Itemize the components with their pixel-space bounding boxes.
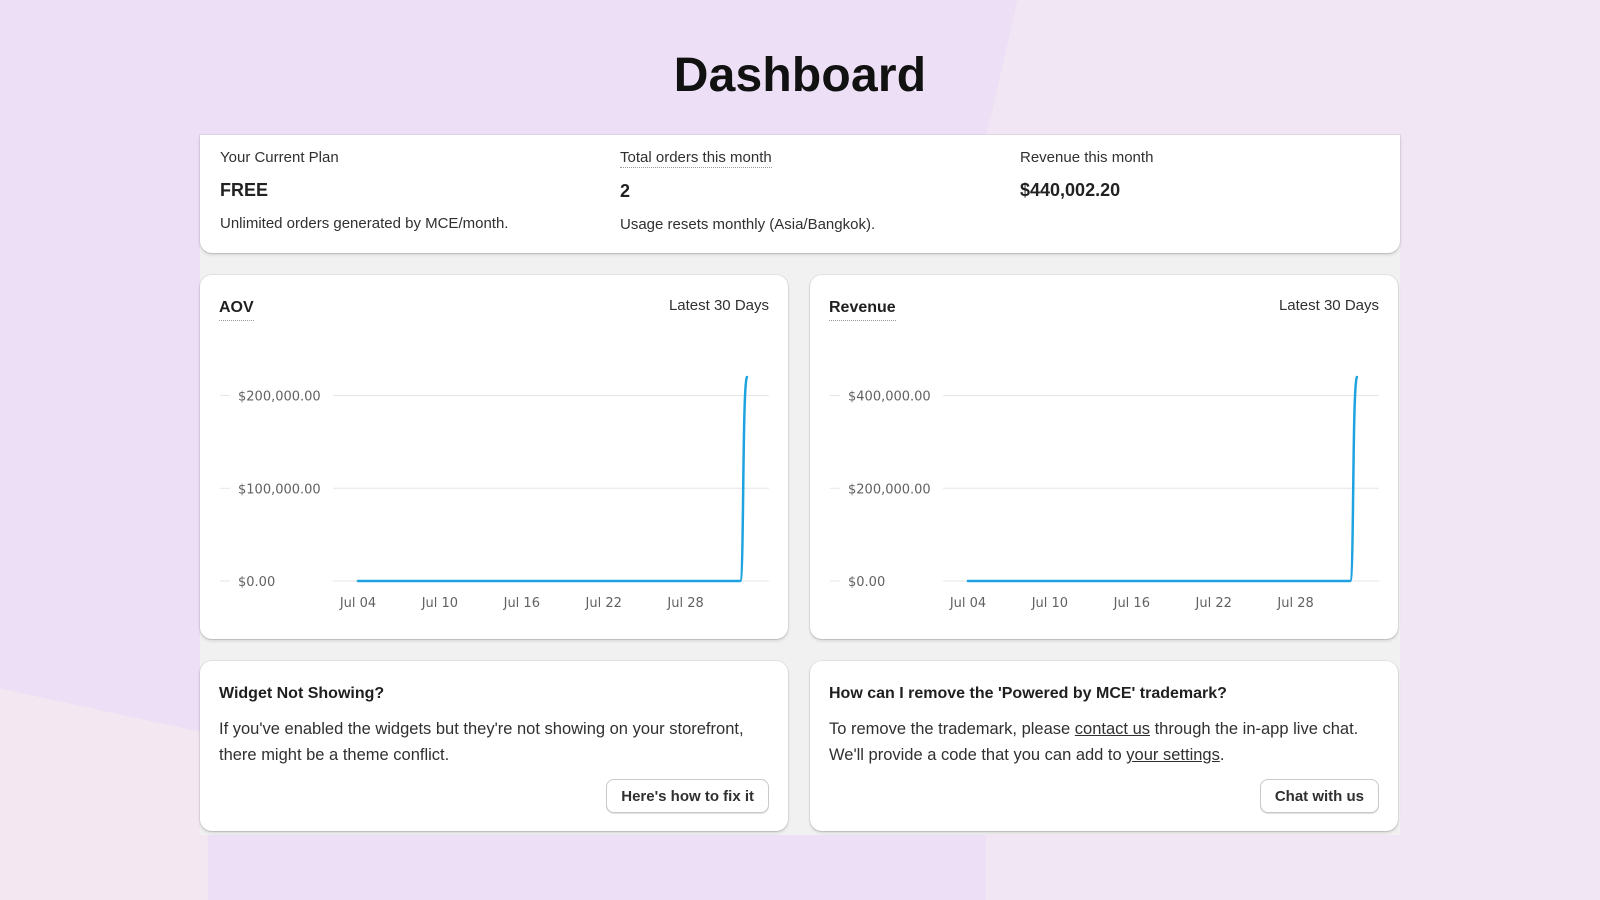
x-tick-label: Jul 28	[1276, 596, 1313, 611]
y-tick-label: $0.00	[238, 575, 275, 590]
revenue-label: Revenue this month	[1020, 149, 1154, 166]
x-tick-label: Jul 28	[666, 596, 703, 611]
trademark-help-body: To remove the trademark, please contact …	[829, 716, 1379, 768]
revenue-chart-range: Latest 30 Days	[1278, 297, 1379, 314]
current-plan-value: FREE	[220, 180, 269, 200]
current-plan-label: Your Current Plan	[220, 149, 339, 166]
trademark-help-card: How can I remove the 'Powered by MCE' tr…	[810, 661, 1398, 831]
x-tick-label: Jul 10	[1031, 596, 1068, 611]
your-settings-link[interactable]: your settings	[1126, 746, 1220, 764]
x-tick-label: Jul 04	[339, 596, 376, 611]
y-tick-label: $200,000.00	[238, 390, 321, 405]
series-line	[966, 375, 1359, 583]
x-tick-label: Jul 22	[585, 596, 622, 611]
total-orders-note: Usage resets monthly (Asia/Bangkok).	[620, 216, 876, 233]
stats-card: Your Current Plan FREE Unlimited orders …	[200, 135, 1400, 253]
series-line	[356, 375, 749, 583]
aov-chart-range: Latest 30 Days	[668, 297, 769, 314]
revenue-chart-title[interactable]: Revenue	[829, 299, 896, 321]
current-plan-note: Unlimited orders generated by MCE/month.	[220, 215, 509, 232]
trademark-help-title: How can I remove the 'Powered by MCE' tr…	[829, 685, 1227, 702]
dashboard-panel: Your Current Plan FREE Unlimited orders …	[200, 135, 1400, 835]
y-tick-label: $200,000.00	[848, 482, 931, 497]
contact-us-link[interactable]: contact us	[1074, 720, 1151, 738]
widget-help-title: Widget Not Showing?	[219, 685, 385, 702]
widget-help-card: Widget Not Showing? If you've enabled th…	[200, 661, 788, 831]
page-title: Dashboard	[673, 49, 927, 102]
trademark-body-text-3: .	[1219, 746, 1225, 764]
widget-help-body: If you've enabled the widgets but they'r…	[219, 720, 744, 764]
aov-line-chart: $200,000.00 $100,000.00 $0.00 Jul 04 Jul 10 J…	[220, 375, 769, 611]
x-tick-label: Jul 16	[1113, 596, 1150, 611]
x-tick-label: Jul 16	[503, 596, 540, 611]
revenue-value: $440,002.20	[1020, 180, 1121, 200]
aov-chart-card: AOV Latest 30 Days $200,000.00 $100,000.0…	[200, 275, 788, 639]
aov-chart-title[interactable]: AOV	[219, 299, 254, 321]
x-tick-label: Jul 04	[949, 596, 986, 611]
x-tick-label: Jul 22	[1195, 596, 1232, 611]
x-tick-label: Jul 10	[421, 596, 458, 611]
fix-it-button[interactable]: Here's how to fix it	[606, 779, 769, 813]
trademark-body-text-2: through the in-app live chat. We'll prov…	[829, 720, 1359, 764]
chat-with-us-button[interactable]: Chat with us	[1259, 779, 1379, 813]
y-tick-label: $0.00	[848, 575, 885, 590]
revenue-line-chart: $400,000.00 $200,000.00 $0.00 Jul 04 Jul 10 J…	[830, 375, 1379, 611]
current-plan-stat: Your Current Plan FREE Unlimited orders …	[220, 149, 508, 232]
revenue-chart-card: Revenue Latest 30 Days $400,000.00 $200,0…	[810, 275, 1398, 639]
y-tick-label: $100,000.00	[238, 482, 321, 497]
y-tick-label: $400,000.00	[848, 390, 931, 405]
trademark-body-text-1: To remove the trademark, please	[829, 720, 1075, 738]
revenue-stat: Revenue this month $440,002.20	[1020, 149, 1153, 201]
total-orders-value: 2	[620, 181, 631, 201]
total-orders-label[interactable]: Total orders this month	[620, 149, 772, 168]
total-orders-stat: Total orders this month 2 Usage resets m…	[620, 149, 875, 233]
